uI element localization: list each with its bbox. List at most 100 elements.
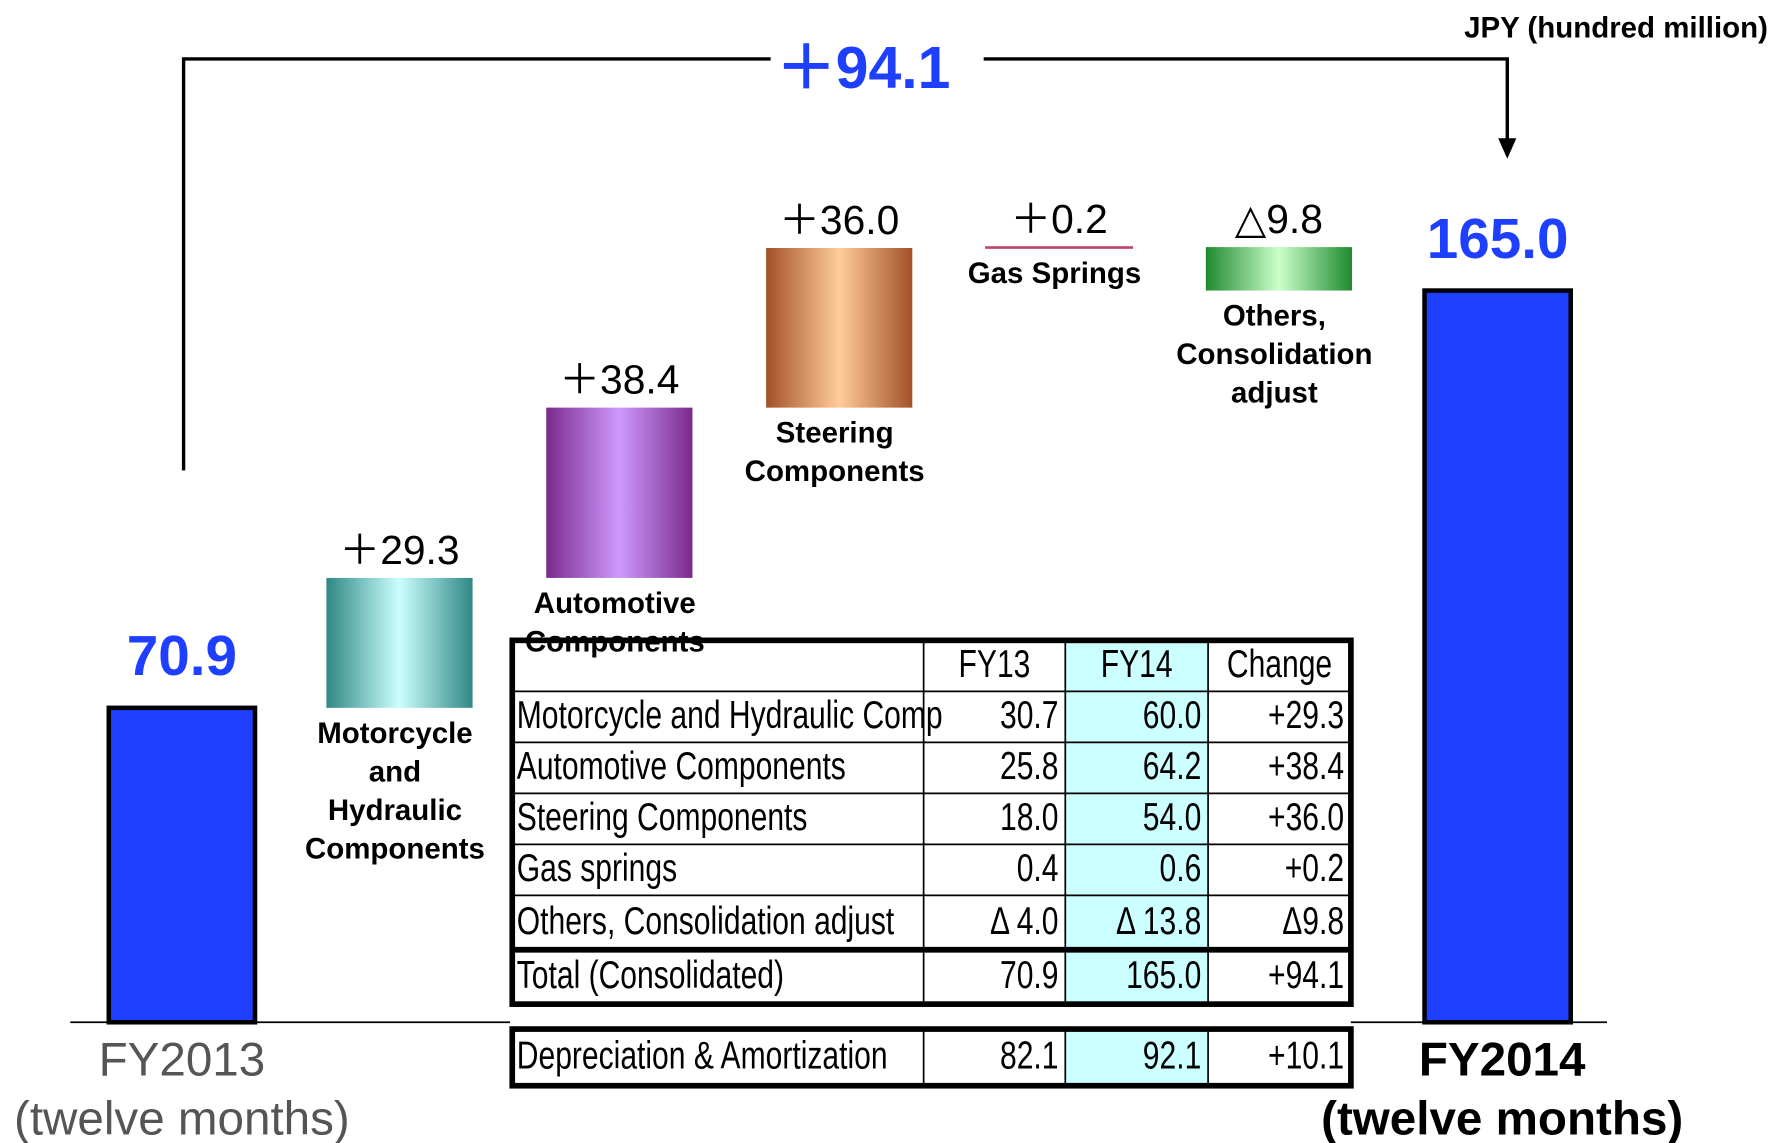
fy14-cell-bg (1065, 1029, 1209, 1086)
cell-text: 64.2 (1143, 746, 1201, 788)
fy14-cell-bg (1065, 640, 1209, 1005)
cell: Automotive Components (517, 746, 846, 788)
cell: 0.4 (1017, 848, 1059, 890)
cell: 92.1 (1143, 1035, 1201, 1077)
category-label: (twelve months) (1321, 1093, 1683, 1143)
cell: +10.1 (1268, 1035, 1344, 1077)
cell-text: Motorcycle and Hydraulic Comp (517, 695, 943, 737)
cell: FY14 (1101, 644, 1173, 686)
cell-text: +38.4 (1268, 746, 1344, 788)
cell: Gas springs (517, 848, 677, 890)
bar (326, 577, 473, 708)
cell-text: FY13 (959, 644, 1031, 686)
bracket-right (983, 57, 1509, 148)
cell-text: Automotive Components (517, 746, 846, 788)
category-label: FY2014 (1419, 1034, 1586, 1087)
cell-text: 18.0 (1000, 797, 1058, 839)
cell: Δ 13.8 (1116, 900, 1201, 942)
cell: 0.6 (1160, 848, 1202, 890)
cell: +94.1 (1268, 955, 1344, 997)
category-label: Consolidation (1176, 338, 1372, 371)
cell-text: Change (1227, 644, 1332, 686)
cell-text: Steering Components (517, 797, 808, 839)
cell: 70.9 (1000, 955, 1058, 997)
category-label: (twelve months) (14, 1093, 350, 1143)
cell: 60.0 (1143, 695, 1201, 737)
bar (106, 705, 258, 1025)
cell: 165.0 (1126, 955, 1201, 997)
cell-text: +94.1 (1268, 955, 1344, 997)
cell: Motorcycle and Hydraulic Comp (517, 695, 943, 737)
cell-text: Depreciation & Amortization (517, 1035, 888, 1077)
bar (546, 407, 693, 578)
table: FY13 FY14 Change Motorcycle and Hydraulic C… (509, 637, 1354, 1089)
cell: 82.1 (1000, 1035, 1058, 1077)
category-label: adjust (1231, 377, 1318, 410)
cell: Δ 4.0 (990, 900, 1059, 942)
cell: 64.2 (1143, 746, 1201, 788)
bracket-left (181, 57, 771, 471)
cell: 18.0 (1000, 797, 1058, 839)
category-label: Motorcycle (317, 717, 473, 750)
cell-text: Δ 13.8 (1116, 900, 1201, 942)
cell-text: Total (Consolidated) (517, 955, 784, 997)
category-label: Steering (776, 417, 894, 450)
cell-text: +0.2 (1285, 848, 1344, 890)
category-label: Components (525, 625, 705, 658)
cell: FY13 (959, 644, 1031, 686)
cell-text: 54.0 (1143, 797, 1201, 839)
table-border (509, 1026, 1354, 1089)
value-label: ＋0.2 (1010, 196, 1107, 242)
category-label: Hydraulic (328, 794, 462, 827)
cell: Total (Consolidated) (517, 955, 784, 997)
cell: Δ9.8 (1282, 900, 1344, 942)
cell: Change (1227, 644, 1332, 686)
cell-text: 30.7 (1000, 695, 1058, 737)
cell-text: 25.8 (1000, 746, 1058, 788)
value-label: 165.0 (1427, 208, 1569, 271)
category-label: Automotive (534, 587, 696, 620)
total-change-label: ＋94.1 (777, 36, 951, 101)
cell: Others, Consolidation adjust (517, 900, 895, 942)
cell-text: Gas springs (517, 848, 677, 890)
cell-text: 0.6 (1160, 848, 1202, 890)
cell-text: +36.0 (1268, 797, 1344, 839)
cell-text: Δ9.8 (1282, 900, 1344, 942)
cell: 30.7 (1000, 695, 1058, 737)
cell-text: +10.1 (1268, 1035, 1344, 1077)
value-label: ＋29.3 (339, 527, 459, 573)
cell-text: Others, Consolidation adjust (517, 900, 895, 942)
value-label: 70.9 (127, 625, 237, 688)
cell: 54.0 (1143, 797, 1201, 839)
cell-text: 92.1 (1143, 1035, 1201, 1077)
arrow-head (1498, 138, 1517, 159)
cell-text: 82.1 (1000, 1035, 1058, 1077)
cell: Depreciation & Amortization (517, 1035, 888, 1077)
cell: +29.3 (1268, 695, 1344, 737)
category-label: and (369, 755, 421, 788)
cell: +36.0 (1268, 797, 1344, 839)
bar (1205, 247, 1353, 291)
bar (985, 246, 1134, 249)
category-label: Components (305, 832, 485, 865)
unit-label: JPY (hundred million) (1464, 11, 1768, 44)
bar (766, 247, 913, 408)
category-label: FY2013 (99, 1034, 266, 1087)
category-label: Others, (1223, 300, 1326, 333)
cell-text: 165.0 (1126, 955, 1201, 997)
value-label: △9.8 (1235, 196, 1323, 242)
cell-text: Δ 4.0 (990, 900, 1059, 942)
cell-text: 0.4 (1017, 848, 1059, 890)
cell-text: 70.9 (1000, 955, 1058, 997)
cell-text: 60.0 (1143, 695, 1201, 737)
cell: 25.8 (1000, 746, 1058, 788)
value-label: ＋36.0 (779, 197, 899, 243)
cell: +0.2 (1285, 848, 1344, 890)
bar (1422, 288, 1574, 1025)
cell-text: FY14 (1101, 644, 1173, 686)
table-border (509, 637, 1354, 1007)
cell: Steering Components (517, 797, 808, 839)
cell-text: +29.3 (1268, 695, 1344, 737)
category-label: Components (745, 455, 925, 488)
